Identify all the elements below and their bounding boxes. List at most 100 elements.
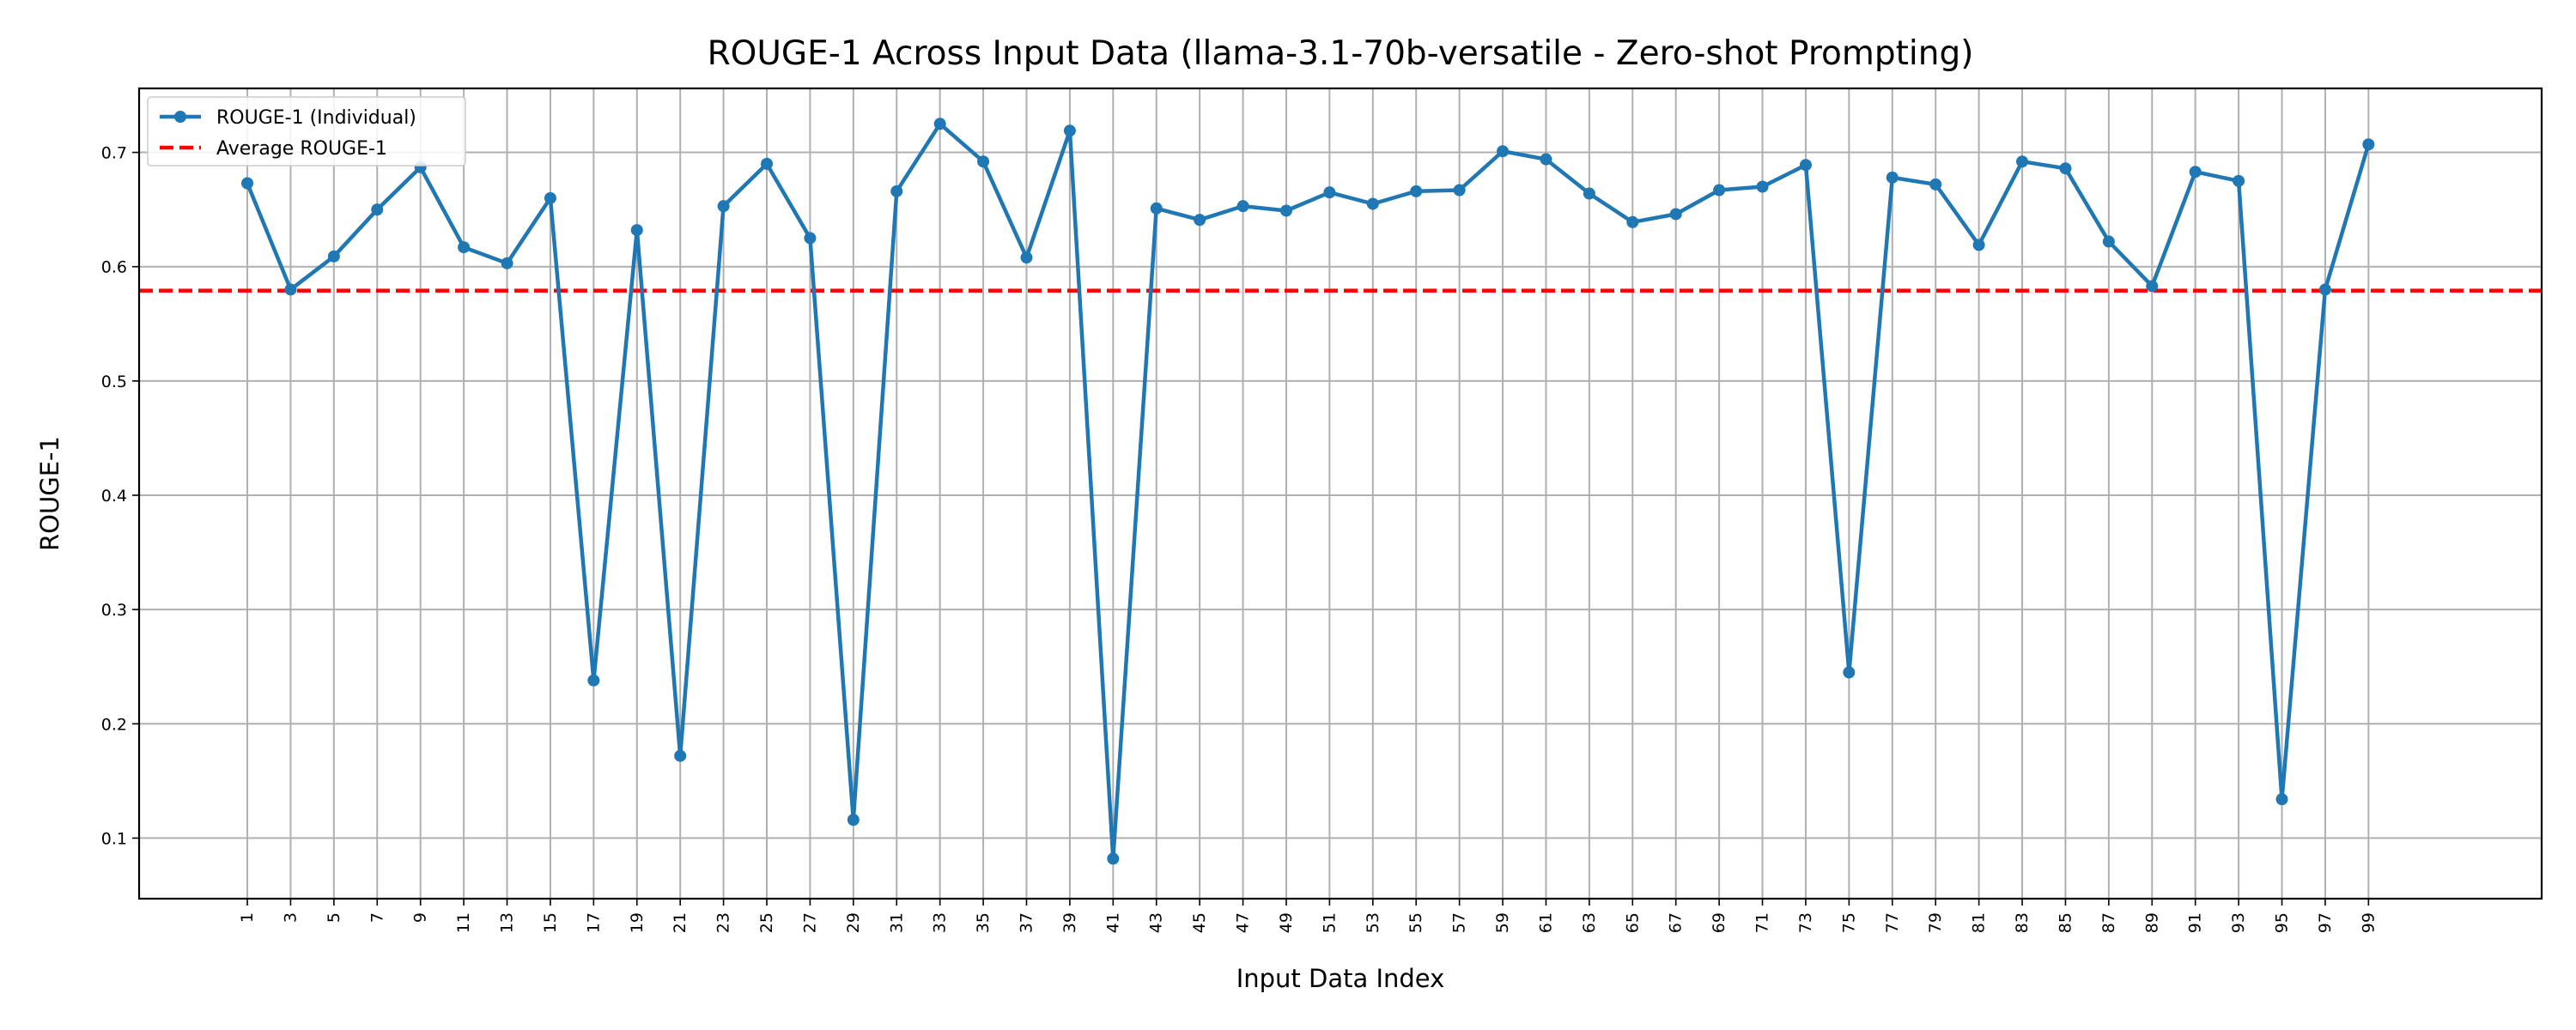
data-point <box>847 814 860 827</box>
y-tick-labels: 0.1 0.2 0.3 0.4 0.5 0.6 0.7 <box>101 144 127 849</box>
data-point <box>717 200 730 213</box>
x-tick-label: 3 <box>281 912 300 923</box>
data-point <box>761 157 774 170</box>
x-tick-label: 5 <box>325 912 343 923</box>
x-tick-label: 39 <box>1060 912 1079 933</box>
x-tick-label: 83 <box>2013 912 2032 933</box>
data-point <box>1410 185 1423 197</box>
legend-label-individual: ROUGE-1 (Individual) <box>216 107 416 129</box>
data-point <box>1323 186 1336 199</box>
x-tick-label: 1 <box>238 912 257 923</box>
x-tick-label: 29 <box>844 912 863 933</box>
x-tick-label: 55 <box>1406 912 1425 933</box>
data-point <box>1843 666 1856 679</box>
series-line-individual <box>245 122 2371 861</box>
x-tick-label: 17 <box>584 912 603 933</box>
data-point <box>2146 280 2159 293</box>
data-point <box>2102 235 2115 248</box>
data-point <box>284 283 297 296</box>
legend-box <box>147 96 466 167</box>
data-point <box>2189 166 2202 179</box>
data-point <box>1799 159 1812 172</box>
x-tick-label: 37 <box>1017 912 1036 933</box>
x-tick-label: 53 <box>1364 912 1382 933</box>
data-point <box>241 177 254 190</box>
x-tick-label: 63 <box>1580 912 1599 933</box>
data-point <box>501 257 513 270</box>
data-point <box>2318 283 2331 296</box>
data-point <box>933 118 946 130</box>
data-point <box>1713 184 1726 197</box>
x-tick-label: 89 <box>2142 912 2161 933</box>
data-point <box>2233 174 2245 187</box>
x-axis-label: Input Data Index <box>1236 964 1445 993</box>
x-tick-label: 99 <box>2359 912 2378 933</box>
data-point <box>977 155 990 168</box>
x-tick-label: 13 <box>498 912 517 933</box>
data-point <box>2362 138 2375 151</box>
x-tick-label: 93 <box>2229 912 2248 933</box>
y-tick-label: 0.4 <box>101 487 127 506</box>
plot-frame <box>137 87 2543 900</box>
x-tick-label: 47 <box>1234 912 1253 933</box>
x-tick-label: 69 <box>1710 912 1728 933</box>
data-point <box>1972 239 1985 251</box>
data-point <box>1063 124 1076 137</box>
data-point <box>327 250 340 263</box>
data-point <box>1669 208 1682 221</box>
x-tick-label: 9 <box>411 912 430 923</box>
y-tick-label: 0.2 <box>101 715 127 734</box>
x-tick-label: 45 <box>1190 912 1209 933</box>
x-tick-label: 95 <box>2273 912 2292 933</box>
x-tick-labels: 1 3 5 7 9 11 13 15 17 19 21 23 25 27 29 31 33 35 37 39 41 43 4… <box>238 912 2378 933</box>
data-point <box>371 203 384 216</box>
y-tick-label: 0.7 <box>101 144 127 163</box>
y-tick-label: 0.5 <box>101 373 127 391</box>
data-point <box>1236 200 1249 213</box>
x-tick-label: 87 <box>2099 912 2118 933</box>
x-tick-label: 71 <box>1753 912 1772 933</box>
data-point <box>1929 178 1942 191</box>
data-point <box>544 191 556 204</box>
data-point <box>674 749 687 762</box>
y-tick-label: 0.6 <box>101 258 127 277</box>
x-tick-label: 73 <box>1796 912 1815 933</box>
x-tick-label: 79 <box>1926 912 1945 933</box>
chart-title: ROUGE-1 Across Input Data (llama-3.1-70b… <box>708 34 1974 73</box>
data-point <box>1497 145 1510 158</box>
legend-marker-individual <box>174 111 186 123</box>
x-tick-label: 19 <box>628 912 647 933</box>
data-point <box>1626 215 1639 228</box>
grid <box>139 88 2542 899</box>
x-tick-label: 91 <box>2186 912 2205 933</box>
x-tick-label: 77 <box>1883 912 1902 933</box>
data-point <box>587 674 600 687</box>
x-tick-label: 15 <box>541 912 560 933</box>
x-tick-label: 67 <box>1667 912 1686 933</box>
x-tick-label: 75 <box>1839 912 1858 933</box>
x-tick-label: 7 <box>368 912 386 923</box>
data-point <box>804 232 817 245</box>
x-tick-label: 23 <box>714 912 733 933</box>
x-tick-label: 33 <box>931 912 950 933</box>
data-point <box>1020 251 1033 264</box>
x-tick-label: 81 <box>1970 912 1989 933</box>
y-tick-label: 0.1 <box>101 829 127 848</box>
x-tick-label: 61 <box>1536 912 1555 933</box>
data-point <box>890 185 903 197</box>
x-tick-label: 51 <box>1320 912 1339 933</box>
data-point <box>1279 204 1292 217</box>
x-tick-label: 97 <box>2316 912 2335 933</box>
x-tick-label: 21 <box>671 912 690 933</box>
data-point <box>630 224 643 237</box>
data-point <box>1886 171 1899 184</box>
y-axis-label: ROUGE-1 <box>35 436 64 551</box>
data-point <box>2059 162 2072 175</box>
x-tick-label: 85 <box>2056 912 2075 933</box>
data-point <box>2275 793 2288 806</box>
x-tick-label: 11 <box>454 912 473 933</box>
data-point <box>1453 184 1466 197</box>
